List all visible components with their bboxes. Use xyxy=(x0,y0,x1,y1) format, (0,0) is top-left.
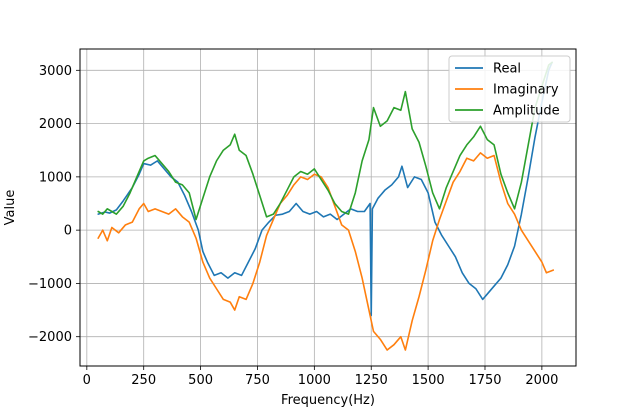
y-tick-label: 1000 xyxy=(39,170,72,185)
series-layer xyxy=(97,61,555,351)
series-line-amplitude xyxy=(97,61,553,221)
y-tick-label: 3000 xyxy=(39,64,72,79)
y-tick-label: 0 xyxy=(64,224,72,239)
y-tick-label: −2000 xyxy=(28,330,72,345)
x-tick-label: 2000 xyxy=(525,373,558,388)
x-tick-label: 1250 xyxy=(355,373,388,388)
series-line-real xyxy=(97,61,553,317)
y-axis-title: Value xyxy=(3,190,18,226)
plot-frame xyxy=(79,48,577,367)
x-tick-label: 250 xyxy=(131,373,156,388)
x-tick-label: 1000 xyxy=(298,373,331,388)
x-tick-label: 750 xyxy=(245,373,270,388)
x-tick-label: 1750 xyxy=(468,373,501,388)
y-tick-label: 2000 xyxy=(39,117,72,132)
x-tick-label: 1500 xyxy=(412,373,445,388)
x-axis: 0 250 500 750 1000 1250 1500 1750 2000 xyxy=(83,366,558,388)
legend: Real Imaginary Amplitude xyxy=(448,55,571,123)
legend-label: Imaginary xyxy=(493,83,559,98)
series-line-imaginary xyxy=(97,152,555,351)
x-tick-label: 0 xyxy=(83,373,91,388)
legend-label: Real xyxy=(493,62,521,77)
y-tick-label: −1000 xyxy=(28,277,72,292)
x-tick-label: 500 xyxy=(188,373,213,388)
legend-box xyxy=(448,55,571,123)
x-axis-title: Frequency(Hz) xyxy=(281,393,375,408)
y-axis: −2000 −1000 0 1000 2000 3000 xyxy=(28,64,80,345)
legend-label: Amplitude xyxy=(493,104,560,119)
